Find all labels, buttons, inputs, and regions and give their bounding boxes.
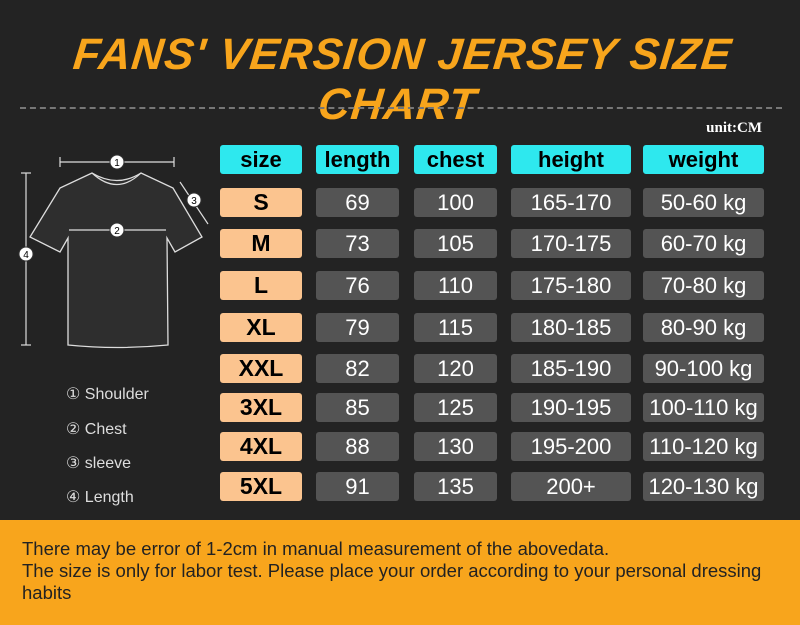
header-weight: weight — [643, 145, 764, 174]
legend-chest: ② Chest — [66, 421, 127, 438]
cell-height: 170-175 — [511, 229, 631, 258]
marker-2: 2 — [114, 226, 120, 237]
size-label: XL — [220, 313, 302, 342]
cell-length: 88 — [316, 432, 399, 461]
cell-weight: 80-90 kg — [643, 313, 764, 342]
cell-length: 85 — [316, 393, 399, 422]
cell-height: 200+ — [511, 472, 631, 501]
header-chest: chest — [414, 145, 497, 174]
cell-chest: 100 — [414, 188, 497, 217]
cell-height: 195-200 — [511, 432, 631, 461]
header-length: length — [316, 145, 399, 174]
cell-height: 165-170 — [511, 188, 631, 217]
cell-chest: 105 — [414, 229, 497, 258]
size-label: M — [220, 229, 302, 258]
cell-length: 82 — [316, 354, 399, 383]
cell-chest: 110 — [414, 271, 497, 300]
cell-chest: 135 — [414, 472, 497, 501]
unit-label: unit:CM — [706, 120, 762, 136]
cell-height: 190-195 — [511, 393, 631, 422]
cell-height: 175-180 — [511, 271, 631, 300]
cell-length: 91 — [316, 472, 399, 501]
size-label: 3XL — [220, 393, 302, 422]
page-title: FANS' VERSION JERSEY SIZE CHART — [71, 30, 735, 129]
cell-height: 180-185 — [511, 313, 631, 342]
legend-shoulder: ① Shoulder — [66, 386, 149, 403]
cell-length: 76 — [316, 271, 399, 300]
size-label: XXL — [220, 354, 302, 383]
cell-length: 69 — [316, 188, 399, 217]
marker-1: 1 — [114, 158, 120, 169]
cell-height: 185-190 — [511, 354, 631, 383]
divider — [20, 107, 782, 109]
cell-length: 73 — [316, 229, 399, 258]
footer-line-1: There may be error of 1-2cm in manual me… — [22, 538, 610, 559]
cell-weight: 50-60 kg — [643, 188, 764, 217]
size-label: 4XL — [220, 432, 302, 461]
legend-length: ④ Length — [66, 489, 134, 506]
cell-weight: 90-100 kg — [643, 354, 764, 383]
size-label: S — [220, 188, 302, 217]
legend-sleeve: ③ sleeve — [66, 455, 132, 472]
footer-line-2: The size is only for labor test. Please … — [22, 560, 762, 603]
cell-chest: 120 — [414, 354, 497, 383]
footer-note: There may be error of 1-2cm in manual me… — [0, 520, 800, 625]
cell-weight: 60-70 kg — [643, 229, 764, 258]
size-label: L — [220, 271, 302, 300]
header-height: height — [511, 145, 631, 174]
size-label: 5XL — [220, 472, 302, 501]
cell-length: 79 — [316, 313, 399, 342]
cell-weight: 110-120 kg — [643, 432, 764, 461]
header-size: size — [220, 145, 302, 174]
cell-chest: 115 — [414, 313, 497, 342]
cell-chest: 125 — [414, 393, 497, 422]
marker-3: 3 — [191, 196, 197, 207]
marker-4: 4 — [23, 250, 29, 261]
tshirt-diagram-icon: 1 2 3 4 — [18, 154, 209, 349]
cell-chest: 130 — [414, 432, 497, 461]
cell-weight: 120-130 kg — [643, 472, 764, 501]
cell-weight: 70-80 kg — [643, 271, 764, 300]
cell-weight: 100-110 kg — [643, 393, 764, 422]
